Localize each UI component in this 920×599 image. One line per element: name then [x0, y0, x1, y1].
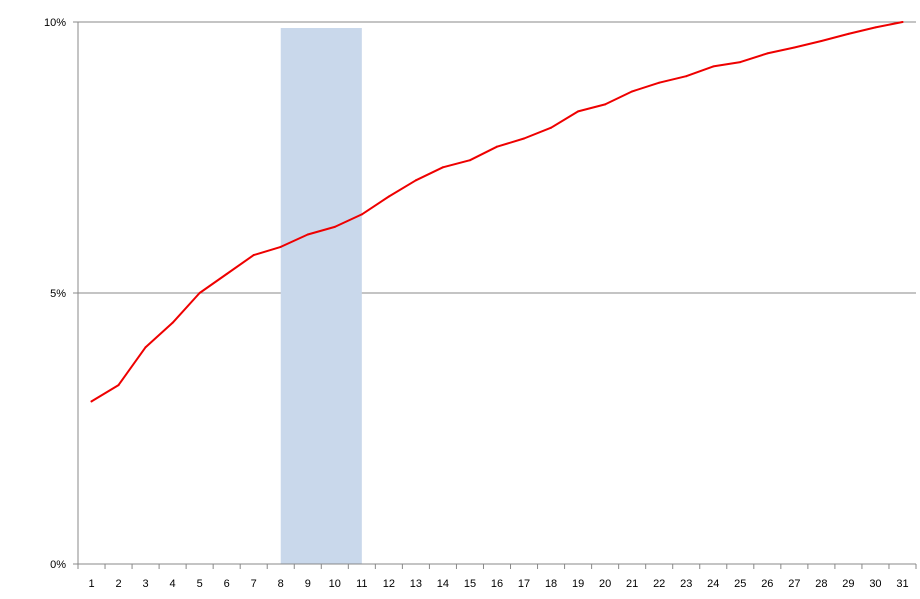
x-tick-label-19: 19 [572, 578, 584, 590]
x-tick-label-29: 29 [842, 578, 854, 590]
x-tick-label-12: 12 [383, 578, 395, 590]
x-tick-label-5: 5 [197, 578, 203, 590]
x-tick-label-14: 14 [437, 578, 449, 590]
data-point-31 [901, 21, 904, 23]
x-tick-label-1: 1 [88, 578, 94, 590]
x-tick-label-13: 13 [410, 578, 422, 590]
x-tick-label-31: 31 [896, 578, 908, 590]
y-tick-label-2: 10% [44, 17, 66, 29]
data-point-19 [577, 110, 580, 113]
x-tick-label-18: 18 [545, 578, 557, 590]
y-tick-labels: 0% 5% 10% [44, 17, 66, 571]
data-point-17 [523, 137, 526, 140]
data-point-10 [333, 225, 336, 228]
y-tick-label-0: 0% [50, 559, 66, 571]
x-tick-label-24: 24 [707, 578, 719, 590]
x-tick-label-22: 22 [653, 578, 665, 590]
data-point-22 [658, 81, 661, 84]
x-tick-label-23: 23 [680, 578, 692, 590]
data-point-21 [631, 90, 634, 93]
x-tick-label-3: 3 [143, 578, 149, 590]
x-tick-label-30: 30 [869, 578, 881, 590]
x-tick-label-6: 6 [224, 578, 230, 590]
x-tick-label-27: 27 [788, 578, 800, 590]
data-point-26 [766, 52, 769, 55]
data-point-4 [171, 321, 174, 324]
x-tick-label-21: 21 [626, 578, 638, 590]
series-layer [90, 21, 904, 403]
series-line-0 [90, 21, 904, 403]
gridlines [78, 21, 916, 294]
x-tick-label-8: 8 [278, 578, 284, 590]
data-point-30 [874, 26, 877, 29]
data-point-24 [712, 65, 715, 68]
data-point-25 [739, 61, 742, 64]
data-point-20 [604, 103, 607, 106]
x-tick-label-20: 20 [599, 578, 611, 590]
data-point-15 [468, 159, 471, 162]
x-tick-label-17: 17 [518, 578, 530, 590]
data-point-28 [820, 39, 823, 42]
data-point-6 [225, 273, 228, 276]
data-point-9 [306, 233, 309, 236]
data-point-1 [90, 400, 93, 403]
x-tick-label-9: 9 [305, 578, 311, 590]
x-tick-label-16: 16 [491, 578, 503, 590]
x-tick-labels: 1 2 3 4 5 6 7 8 9 10 11 12 13 14 15 16 17 18 19 20 21 22 23 24 2… [88, 578, 908, 590]
data-point-11 [360, 213, 363, 216]
x-tick-label-7: 7 [251, 578, 257, 590]
data-point-29 [847, 32, 850, 35]
data-point-12 [387, 195, 390, 198]
data-point-2 [117, 384, 120, 387]
data-point-27 [793, 46, 796, 49]
data-point-8 [279, 245, 282, 248]
data-point-7 [252, 254, 255, 257]
y-tick-label-1: 5% [50, 288, 66, 300]
x-tick-label-25: 25 [734, 578, 746, 590]
highlight-band [280, 28, 362, 564]
x-tick-label-10: 10 [329, 578, 341, 590]
data-point-13 [414, 179, 417, 182]
x-tick-label-15: 15 [464, 578, 476, 590]
data-point-23 [685, 75, 688, 78]
data-point-3 [144, 346, 147, 349]
x-tick-label-28: 28 [815, 578, 827, 590]
x-tick-label-11: 11 [356, 578, 367, 590]
x-tick-label-4: 4 [170, 578, 176, 590]
axes [73, 21, 917, 569]
x-tick-label-26: 26 [761, 578, 773, 590]
data-point-14 [441, 166, 444, 169]
data-point-18 [550, 126, 553, 129]
data-point-5 [198, 292, 201, 294]
x-tick-label-2: 2 [115, 578, 121, 590]
data-point-16 [496, 145, 498, 148]
